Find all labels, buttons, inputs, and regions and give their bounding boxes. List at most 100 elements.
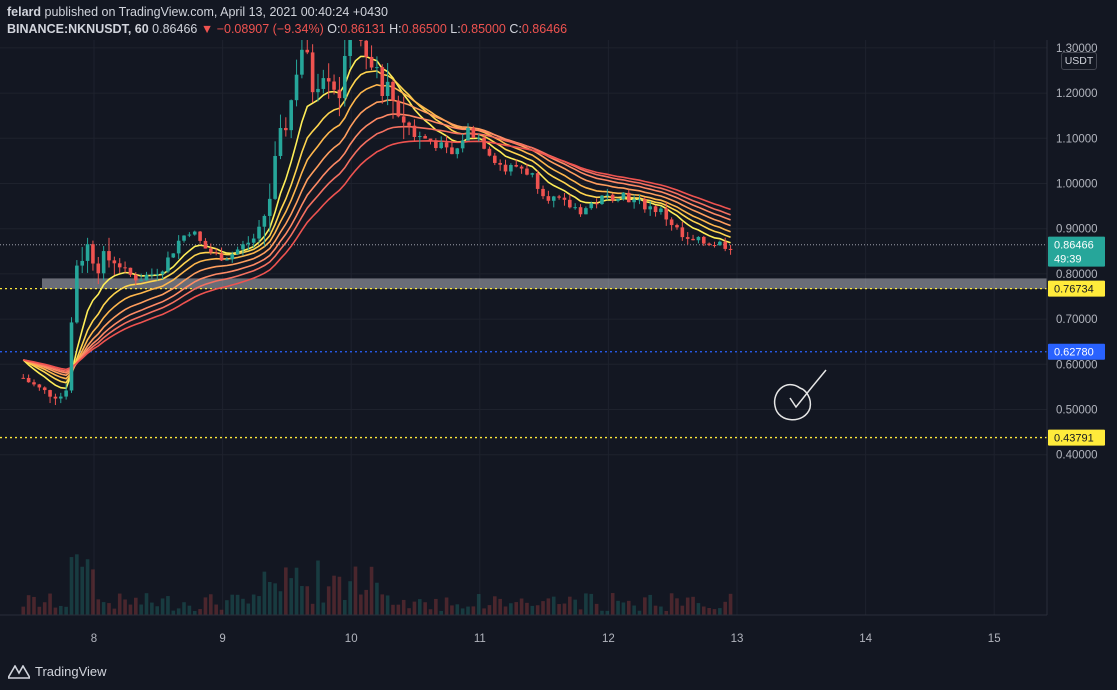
volume-bar [225,600,229,615]
candle-body [69,322,74,391]
volume-bar [69,557,74,615]
volume-bar [273,583,277,615]
symbol-legend: BINANCE:NKNUSDT, 60 0.86466 ▼ −0.08907 (… [7,22,567,36]
price-chart[interactable]: 1.500001.400001.300001.200001.100001.000… [0,0,1117,655]
candle-body [471,128,476,138]
down-arrow-icon: ▼ [200,22,214,36]
last-price: 0.86466 [152,22,198,36]
ema-line [23,99,731,377]
candle-body [680,227,685,238]
candle-body [498,162,502,165]
volume-bar [412,601,417,615]
volume-bar [348,581,352,615]
candle-body [332,81,336,90]
volume-bar [546,598,551,615]
volume-bar [380,594,385,615]
volume-bar [171,610,176,615]
volume-bar [718,608,722,615]
price-tick-label: 0.60000 [1056,359,1098,371]
chart-header: felard published on TradingView.com, Apr… [0,0,1117,40]
volume-bar [294,567,299,615]
volume-bar [728,593,733,615]
candle-body [326,78,331,82]
candle-body [262,215,267,227]
candle-body [696,236,701,241]
candle-body [396,100,401,117]
price-tag: 0.43791 [1048,429,1105,446]
candle-body [348,18,352,56]
volume-bar [476,594,481,615]
candle-body [519,166,524,169]
candle-body [530,173,535,175]
volume-bar [176,608,181,615]
price-tag: 0.86466 49:39 [1048,236,1105,267]
volume-bar [514,602,519,615]
candle-body [48,390,52,397]
volume-bar [401,599,406,615]
candle-body [235,249,240,255]
candle-body [32,382,36,385]
open-value: 0.86131 [340,22,386,36]
ema-line [22,55,731,390]
author-name[interactable]: felard [7,5,42,19]
candle-body [573,207,577,209]
price-tick-label: 1.10000 [1056,133,1098,145]
candle-body [444,142,449,148]
candle-body [423,136,427,139]
high-value: 0.86500 [401,22,447,36]
candle-body [241,244,245,250]
candle-body [476,137,481,139]
candle-body [648,206,652,210]
volume-bar [85,559,90,615]
candle-body [155,274,160,276]
volume-bar [519,598,524,615]
countdown-text: 49:39 [1054,254,1082,266]
time-axis[interactable]: 8 9 10 11 12 13 14 15 [91,633,1001,645]
volume-bar [235,594,240,615]
check-stroke [789,369,827,409]
symbol-name[interactable]: BINANCE:NKNUSDT, 60 [7,22,149,36]
volume-bar [659,606,663,615]
volume-bar [653,605,658,615]
price-axis[interactable]: 1.500001.400001.300001.200001.100001.000… [1056,0,1098,462]
volume-bar [369,566,374,615]
horizontal-levels[interactable] [0,244,1047,439]
volume-bar [359,594,363,615]
volume-bar [568,596,572,615]
candle-body [632,199,636,203]
candle-body [171,253,176,258]
volume-bar [246,603,251,615]
currency-button[interactable]: USDT [1061,52,1097,70]
candle-body [621,192,626,199]
candle-body [53,396,58,399]
candle-body [712,245,717,247]
candle-body [278,127,283,156]
candlesticks [21,3,733,406]
candle-body [637,199,642,201]
candle-body [578,207,583,215]
volume-bar [80,566,85,615]
tradingview-logo[interactable]: TradingView [8,664,107,679]
candle-body [541,188,545,197]
candle-body [659,208,663,213]
volume-bar [241,598,245,615]
candle-body [551,196,556,201]
candle-body [273,155,277,199]
time-tick-label: 8 [91,633,97,645]
candle-body [691,238,695,241]
volume-bar [192,610,197,615]
candle-body [225,259,229,261]
chart-area[interactable]: 1.500001.400001.300001.200001.100001.000… [0,0,1117,655]
volume-bar [616,600,620,615]
volume-bar [712,609,717,615]
volume-bar [364,589,369,615]
price-tags: 0.86466 49:39 0.76734 0.62780 0.43791 [1048,236,1105,446]
candle-body [535,173,540,189]
volume-bar [471,606,476,615]
volume-bar [155,606,160,615]
volume-bar [525,602,529,615]
volume-bar [691,596,695,615]
checkmark-drawing[interactable] [773,369,827,421]
volume-bar [150,602,154,615]
volume-bar [439,610,444,615]
